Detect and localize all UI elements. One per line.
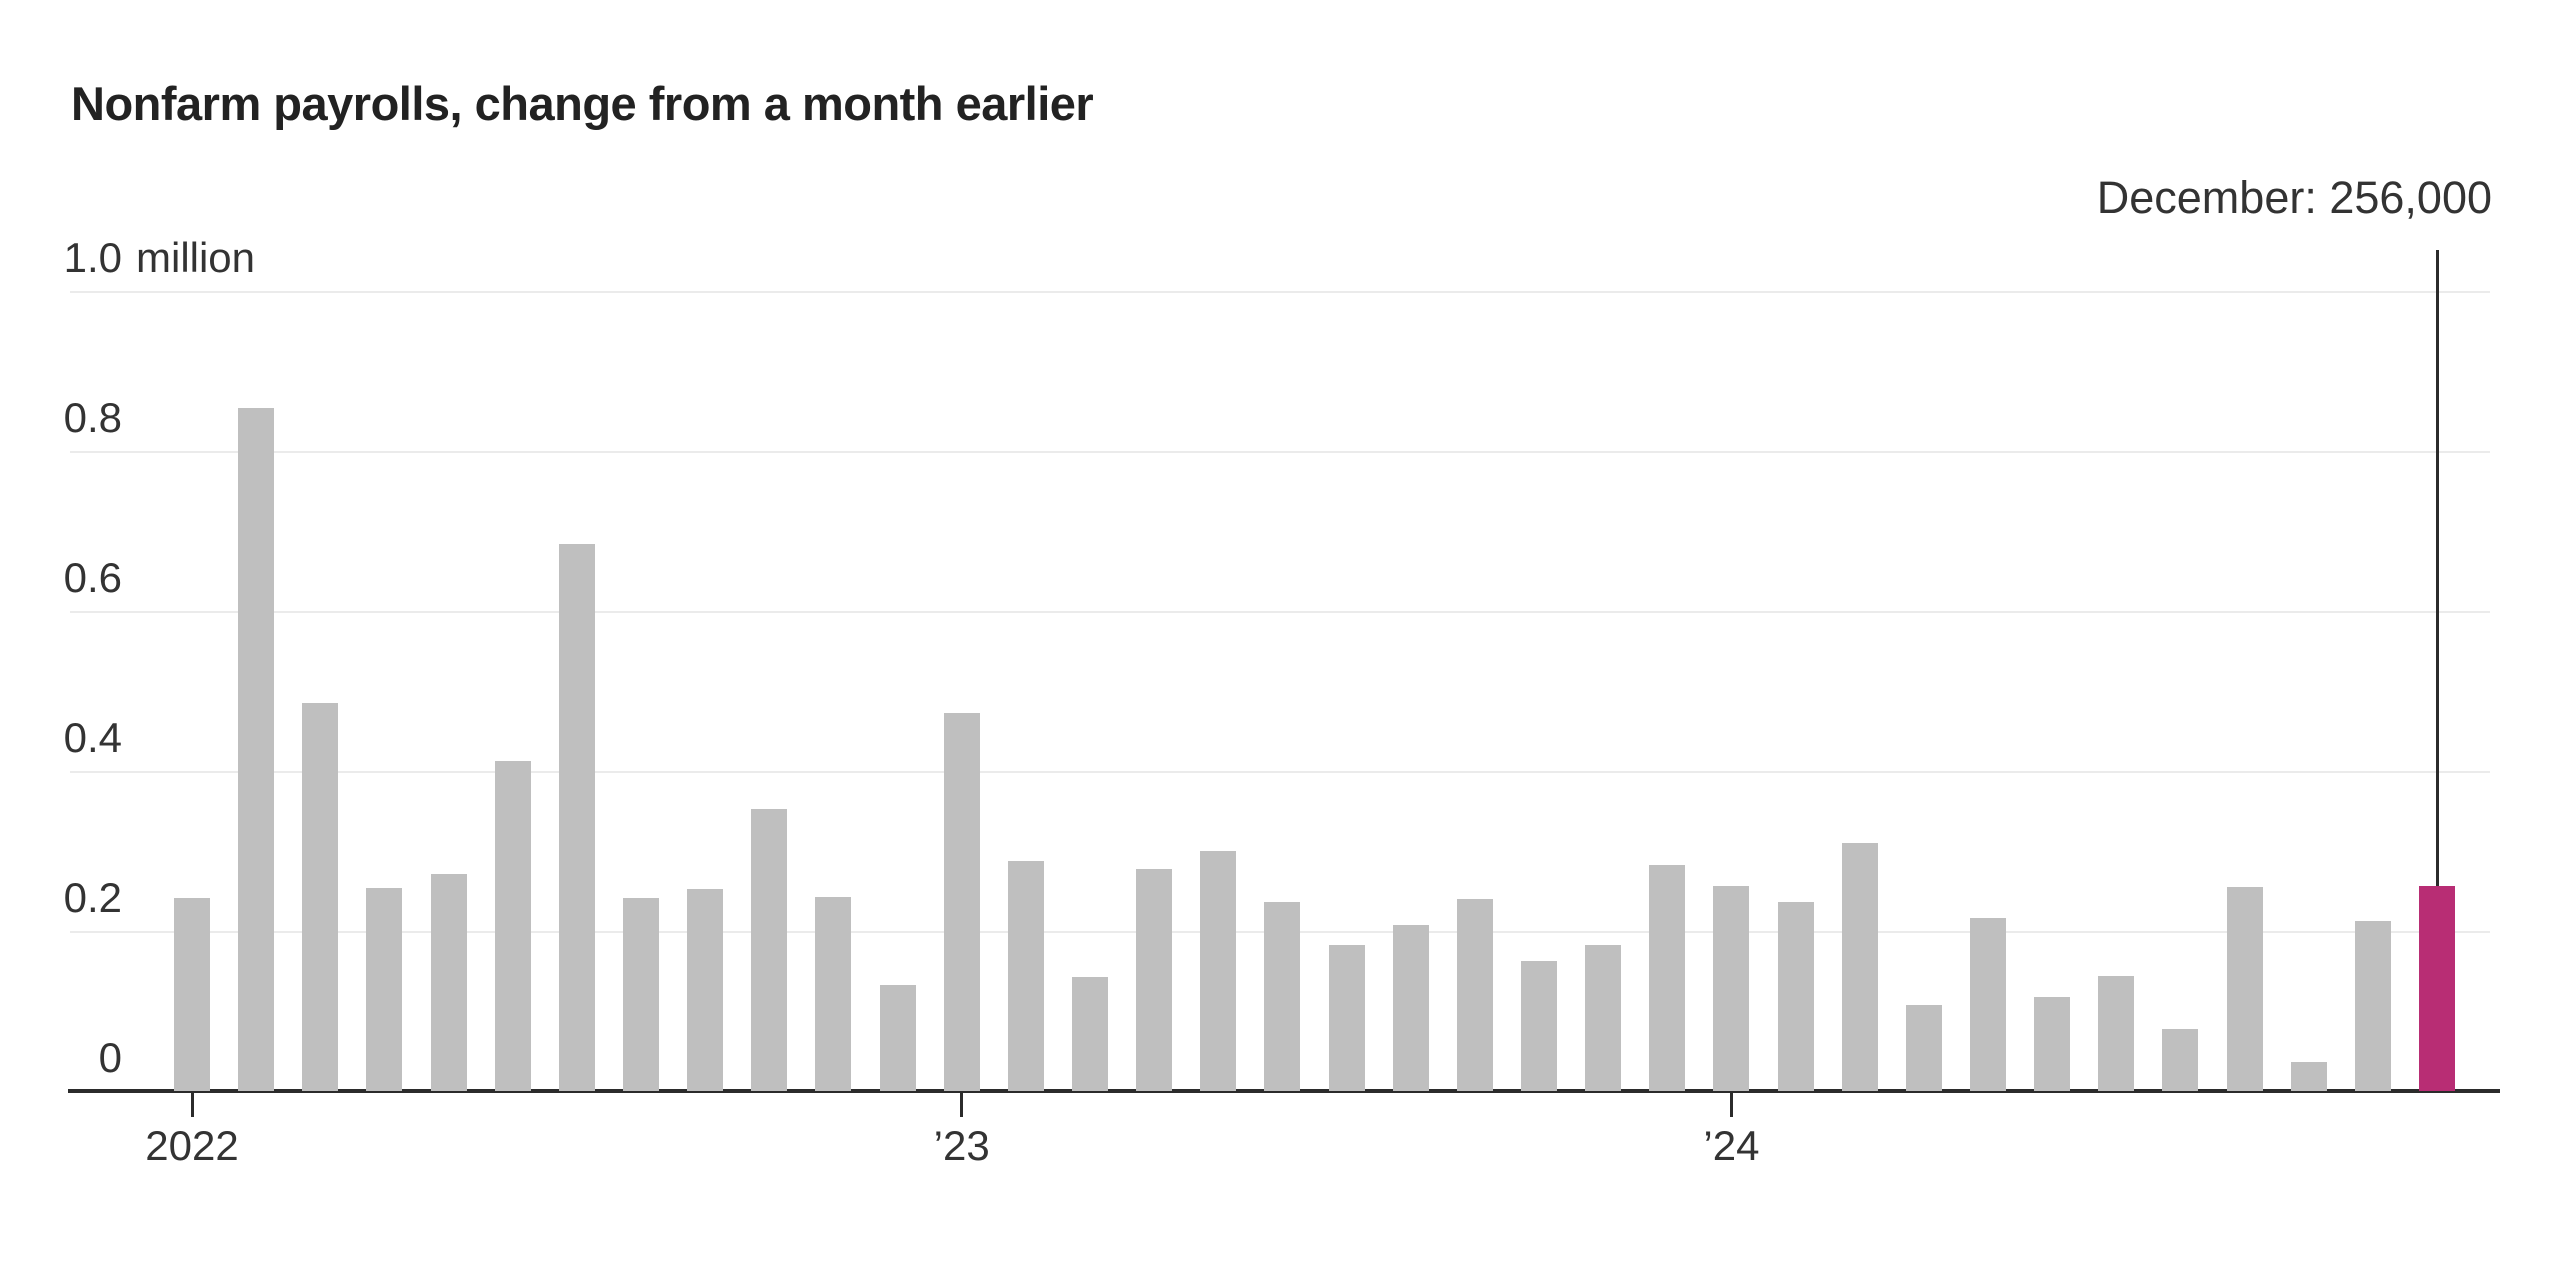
bar-jun-2024 <box>2034 996 2071 1091</box>
bar-feb-2022 <box>238 407 275 1091</box>
x-axis-label-2022: 2022 <box>145 1122 239 1169</box>
x-axis-tick-24 <box>1729 1091 1733 1117</box>
bar-sep-2022 <box>687 888 724 1091</box>
x-axis-baseline <box>68 1089 2500 1093</box>
bar-nov-2023 <box>1585 945 1622 1091</box>
y-axis-unit-label: million <box>136 234 256 281</box>
bar-apr-2024 <box>1905 1004 1942 1091</box>
gridline-0.6 <box>70 611 2490 613</box>
bar-jul-2024 <box>2098 975 2135 1091</box>
bar-jul-2022 <box>558 543 595 1091</box>
y-axis-label-0.4: 0.4 <box>63 714 122 761</box>
bar-highlight-dec-2024 <box>2419 886 2455 1091</box>
bar-aug-2022 <box>623 898 659 1091</box>
bar-oct-2024 <box>2290 1062 2327 1091</box>
y-axis-label-1.0: 1.0 <box>63 234 122 281</box>
bar-jan-2022 <box>174 898 210 1091</box>
x-axis-tick-2022 <box>190 1091 194 1117</box>
bar-mar-2023 <box>1072 977 1108 1091</box>
bar-feb-2024 <box>1777 902 1814 1091</box>
bar-aug-2023 <box>1392 924 1429 1091</box>
y-axis-label-0.2: 0.2 <box>63 874 122 921</box>
bar-jan-2024 <box>1713 886 1750 1091</box>
bar-sep-2023 <box>1456 899 1493 1091</box>
bar-dec-2022 <box>879 984 916 1091</box>
x-axis-label-23: ’23 <box>933 1122 990 1169</box>
y-axis-label-0.8: 0.8 <box>63 394 122 441</box>
bar-jun-2023 <box>1264 902 1301 1091</box>
chart-title: Nonfarm payrolls, change from a month ea… <box>71 77 1094 130</box>
y-axis-label-0.6: 0.6 <box>63 554 122 601</box>
gridline-0.8 <box>70 451 2490 453</box>
bar-apr-2023 <box>1136 868 1173 1091</box>
bar-feb-2023 <box>1007 861 1044 1091</box>
x-axis-label-24: ’24 <box>1703 1122 1760 1169</box>
bar-nov-2024 <box>2354 921 2391 1091</box>
bar-mar-2024 <box>1841 843 1878 1091</box>
annotation-callout-line <box>2435 250 2439 887</box>
bar-jun-2022 <box>494 760 531 1091</box>
bar-jan-2023 <box>943 712 980 1091</box>
gridline-0.4 <box>70 771 2490 773</box>
bar-sep-2024 <box>2226 887 2263 1091</box>
bar-oct-2022 <box>751 809 788 1091</box>
bar-may-2024 <box>1970 918 2006 1091</box>
bar-may-2022 <box>430 874 467 1091</box>
bar-dec-2023 <box>1649 865 1686 1091</box>
bar-nov-2022 <box>815 896 852 1091</box>
x-axis-tick-23 <box>960 1091 964 1117</box>
bar-mar-2022 <box>302 703 339 1091</box>
bar-jul-2023 <box>1328 945 1365 1091</box>
bar-oct-2023 <box>1521 960 1557 1091</box>
gridline-1.0 <box>70 291 2490 293</box>
bar-may-2023 <box>1200 851 1237 1091</box>
y-axis-label-0: 0 <box>98 1034 122 1081</box>
highlight-annotation-label: December: 256,000 <box>2096 172 2492 223</box>
bar-aug-2024 <box>2162 1028 2199 1091</box>
bar-apr-2022 <box>366 887 403 1091</box>
